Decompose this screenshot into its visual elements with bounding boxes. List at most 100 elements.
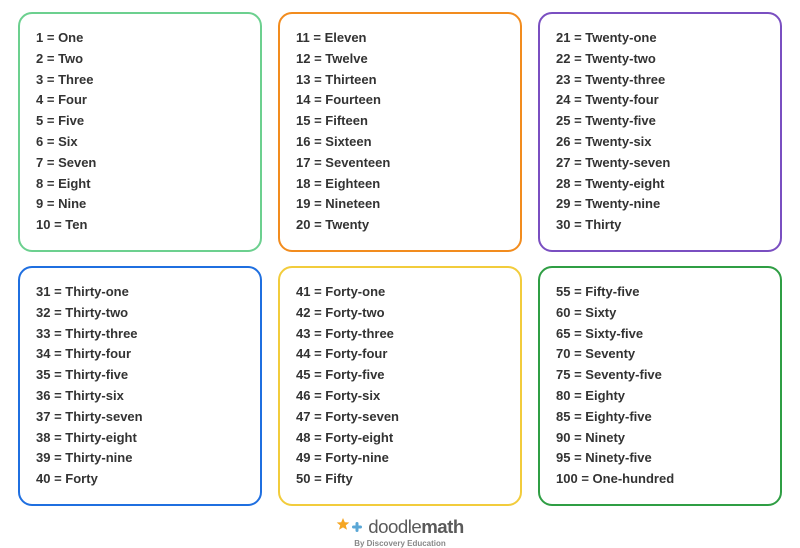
number-row: 36 = Thirty-six	[36, 386, 244, 407]
number-row: 40 = Forty	[36, 469, 244, 490]
number-word: Eighteen	[325, 176, 380, 191]
number-panel: 55 = Fifty-five60 = Sixty65 = Sixty-five…	[538, 266, 782, 506]
number-word: Forty-nine	[325, 450, 389, 465]
equals-separator: =	[43, 113, 58, 128]
number-row: 100 = One-hundred	[556, 469, 764, 490]
number-row: 6 = Six	[36, 132, 244, 153]
star-plus-icon	[336, 517, 364, 537]
number-value: 19	[296, 196, 310, 211]
number-row: 41 = Forty-one	[296, 282, 504, 303]
number-value: 32	[36, 305, 50, 320]
number-value: 39	[36, 450, 50, 465]
number-row: 16 = Sixteen	[296, 132, 504, 153]
number-row: 39 = Thirty-nine	[36, 448, 244, 469]
number-row: 27 = Twenty-seven	[556, 153, 764, 174]
number-row: 31 = Thirty-one	[36, 282, 244, 303]
number-word: Seventy-five	[585, 367, 662, 382]
brand-prefix: doodle	[368, 516, 421, 537]
number-word: Thirty-five	[65, 367, 128, 382]
number-word: Twenty-eight	[585, 176, 664, 191]
number-value: 34	[36, 346, 50, 361]
brand-logo: doodlemath By Discovery Education	[18, 506, 782, 548]
number-value: 55	[556, 284, 570, 299]
number-row: 42 = Forty-two	[296, 303, 504, 324]
equals-separator: =	[310, 155, 325, 170]
number-row: 34 = Thirty-four	[36, 344, 244, 365]
number-row: 70 = Seventy	[556, 344, 764, 365]
equals-separator: =	[570, 284, 585, 299]
number-word: Nineteen	[325, 196, 380, 211]
number-word: Forty-seven	[325, 409, 399, 424]
number-row: 14 = Fourteen	[296, 90, 504, 111]
number-value: 43	[296, 326, 310, 341]
number-row: 37 = Thirty-seven	[36, 407, 244, 428]
equals-separator: =	[50, 388, 65, 403]
number-word: Twenty-three	[585, 72, 665, 87]
number-row: 43 = Forty-three	[296, 324, 504, 345]
number-value: 65	[556, 326, 570, 341]
number-value: 38	[36, 430, 50, 445]
number-word: Twenty-two	[585, 51, 656, 66]
number-word: Forty-five	[325, 367, 384, 382]
number-value: 40	[36, 471, 50, 486]
equals-separator: =	[310, 113, 325, 128]
number-row: 46 = Forty-six	[296, 386, 504, 407]
number-row: 3 = Three	[36, 70, 244, 91]
equals-separator: =	[570, 430, 585, 445]
equals-separator: =	[310, 305, 325, 320]
number-word: Thirty-six	[65, 388, 124, 403]
number-word: Fifty-five	[585, 284, 639, 299]
number-value: 35	[36, 367, 50, 382]
equals-separator: =	[570, 305, 585, 320]
number-word: Fourteen	[325, 92, 381, 107]
equals-separator: =	[570, 51, 585, 66]
number-value: 100	[556, 471, 578, 486]
number-row: 22 = Twenty-two	[556, 49, 764, 70]
equals-separator: =	[50, 367, 65, 382]
equals-separator: =	[570, 346, 585, 361]
equals-separator: =	[43, 72, 58, 87]
equals-separator: =	[50, 409, 65, 424]
number-row: 15 = Fifteen	[296, 111, 504, 132]
number-value: 48	[296, 430, 310, 445]
number-row: 20 = Twenty	[296, 215, 504, 236]
number-row: 4 = Four	[36, 90, 244, 111]
number-value: 33	[36, 326, 50, 341]
equals-separator: =	[570, 409, 585, 424]
number-word: Eighty-five	[585, 409, 651, 424]
brand-subtitle: By Discovery Education	[354, 539, 446, 548]
number-word: Forty-eight	[325, 430, 393, 445]
equals-separator: =	[50, 305, 65, 320]
number-word: One-hundred	[593, 471, 675, 486]
number-word: Eight	[58, 176, 91, 191]
equals-separator: =	[570, 176, 585, 191]
number-row: 80 = Eighty	[556, 386, 764, 407]
number-value: 95	[556, 450, 570, 465]
number-row: 26 = Twenty-six	[556, 132, 764, 153]
number-value: 31	[36, 284, 50, 299]
number-row: 45 = Forty-five	[296, 365, 504, 386]
number-row: 60 = Sixty	[556, 303, 764, 324]
number-row: 24 = Twenty-four	[556, 90, 764, 111]
number-value: 36	[36, 388, 50, 403]
equals-separator: =	[310, 217, 325, 232]
number-word: Ninety-five	[585, 450, 651, 465]
number-row: 47 = Forty-seven	[296, 407, 504, 428]
equals-separator: =	[50, 430, 65, 445]
number-row: 18 = Eighteen	[296, 174, 504, 195]
brand-logo-row: doodlemath	[336, 516, 464, 538]
equals-separator: =	[43, 155, 58, 170]
number-value: 30	[556, 217, 570, 232]
number-value: 17	[296, 155, 310, 170]
number-row: 90 = Ninety	[556, 428, 764, 449]
number-value: 23	[556, 72, 570, 87]
number-word: Fifteen	[325, 113, 368, 128]
number-row: 28 = Twenty-eight	[556, 174, 764, 195]
equals-separator: =	[570, 72, 585, 87]
equals-separator: =	[43, 92, 58, 107]
equals-separator: =	[310, 388, 325, 403]
equals-separator: =	[310, 196, 325, 211]
number-panel: 31 = Thirty-one32 = Thirty-two33 = Thirt…	[18, 266, 262, 506]
number-row: 44 = Forty-four	[296, 344, 504, 365]
number-value: 29	[556, 196, 570, 211]
